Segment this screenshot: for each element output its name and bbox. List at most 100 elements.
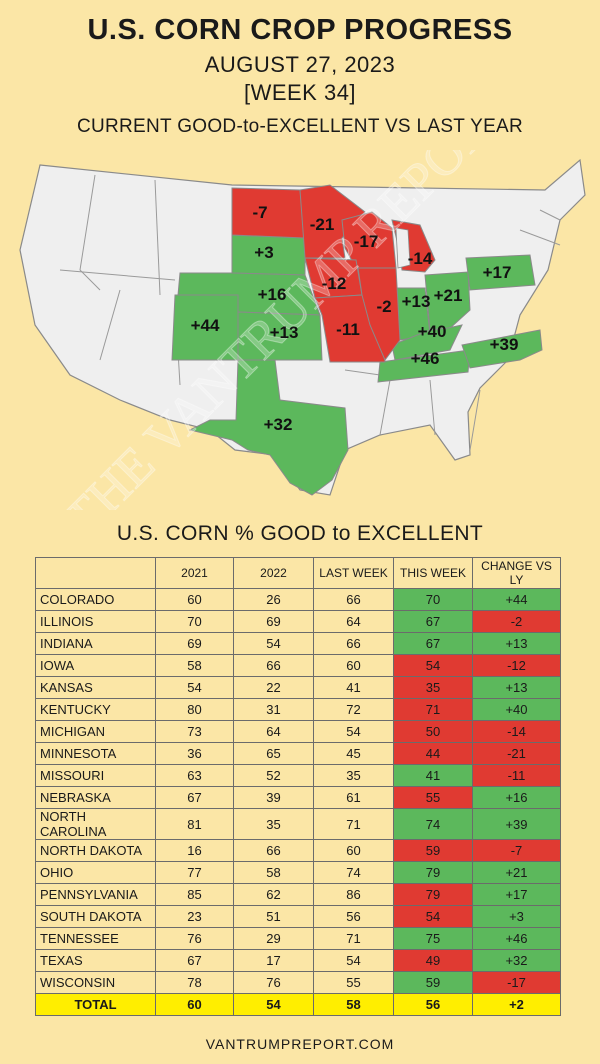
table-row: TENNESSEE 76 29 71 75 +46 [35, 927, 561, 950]
label-north-dakota: -7 [252, 203, 267, 222]
cell-last-week: 45 [313, 742, 394, 765]
label-kentucky: +40 [418, 322, 447, 341]
cell-change: +3 [472, 905, 561, 928]
cell-y2022: 64 [233, 720, 314, 743]
cell-last-week: 86 [313, 883, 394, 906]
label-texas: +32 [264, 415, 293, 434]
cell-change: +39 [472, 808, 561, 840]
label-iowa: -12 [322, 274, 347, 293]
cell-this-week: 59 [393, 971, 473, 994]
state-pennsylvania [465, 254, 536, 291]
table-row: ILLINOIS 70 69 64 67 -2 [35, 610, 561, 633]
table-row: KANSAS 54 22 41 35 +13 [35, 676, 561, 699]
cell-this-week: 55 [393, 786, 473, 809]
cell-last-week: 60 [313, 654, 394, 677]
cell-y2021: 77 [155, 861, 234, 884]
state-illinois [357, 267, 401, 361]
label-south-dakota: +3 [254, 243, 273, 262]
table-row: NORTH DAKOTA 16 66 60 59 -7 [35, 839, 561, 862]
cell-change: +13 [472, 632, 561, 655]
cell-last-week: 74 [313, 861, 394, 884]
label-wisconsin: -17 [354, 232, 379, 251]
label-kansas: +13 [270, 323, 299, 342]
table-row: WISCONSIN 78 76 55 59 -17 [35, 971, 561, 994]
state-tennessee [377, 349, 471, 383]
cell-y2021: 73 [155, 720, 234, 743]
header-2021: 2021 [155, 557, 234, 589]
cell-last-week: 66 [313, 588, 394, 611]
cell-this-week: 75 [393, 927, 473, 950]
label-illinois: -2 [376, 297, 391, 316]
state-texas [188, 359, 349, 496]
header-state [35, 557, 156, 589]
cell-y2022: 22 [233, 676, 314, 699]
cell-this-week: 79 [393, 883, 473, 906]
label-colorado: +44 [191, 316, 220, 335]
map-subtitle: CURRENT GOOD-to-EXCELLENT VS LAST YEAR [76, 116, 524, 137]
cell-change: +40 [472, 698, 561, 721]
label-tennessee: +46 [411, 349, 440, 368]
cell-this-week: 70 [393, 588, 473, 611]
cell-change: +21 [472, 861, 561, 884]
lake-michigan [395, 227, 411, 269]
cell-state: INDIANA [35, 632, 156, 655]
cell-y2022: 31 [233, 698, 314, 721]
report-date: AUGUST 27, 2023 [204, 52, 396, 77]
cell-y2021: 85 [155, 883, 234, 906]
state-north-carolina [461, 329, 543, 369]
cell-y2021: 70 [155, 610, 234, 633]
label-missouri: -11 [336, 320, 360, 339]
cell-state: TENNESSEE [35, 927, 156, 950]
report-week: [WEEK 34] [243, 80, 357, 105]
cell-state: NORTH CAROLINA [35, 808, 156, 840]
cell-this-week: 41 [393, 764, 473, 787]
cell-state: TEXAS [35, 949, 156, 972]
cell-last-week: 60 [313, 839, 394, 862]
cell-y2022: 66 [233, 839, 314, 862]
cell-y2021: 69 [155, 632, 234, 655]
table-row: MICHIGAN 73 64 54 50 -14 [35, 720, 561, 743]
cell-change: +17 [472, 883, 561, 906]
table-row: PENNSYLVANIA 85 62 86 79 +17 [35, 883, 561, 906]
cell-this-week: 74 [393, 808, 473, 840]
cell-y2021: 36 [155, 742, 234, 765]
cell-last-week: 64 [313, 610, 394, 633]
us-corn-map: THE VANTRUMP REPORT -7 -21 -17 -14 +3 -1… [19, 150, 586, 510]
cell-y2022: 65 [233, 742, 314, 765]
cell-change: +46 [472, 927, 561, 950]
cell-this-week: 67 [393, 610, 473, 633]
cell-y2022: 17 [233, 949, 314, 972]
cell-y2022: 29 [233, 927, 314, 950]
state-borders [59, 174, 561, 451]
total-y2022: 54 [233, 993, 314, 1016]
table-row: TEXAS 67 17 54 49 +32 [35, 949, 561, 972]
cell-y2021: 16 [155, 839, 234, 862]
cell-y2022: 69 [233, 610, 314, 633]
footer-url: VANTRUMPREPORT.COM [205, 1036, 395, 1052]
cell-y2021: 78 [155, 971, 234, 994]
cell-y2021: 67 [155, 949, 234, 972]
cell-y2022: 54 [233, 632, 314, 655]
cell-change: +32 [472, 949, 561, 972]
state-north-dakota [231, 187, 306, 239]
cell-last-week: 54 [313, 720, 394, 743]
table-row: NEBRASKA 67 39 61 55 +16 [35, 786, 561, 809]
cell-y2022: 35 [233, 808, 314, 840]
cell-last-week: 71 [313, 808, 394, 840]
label-ohio: +21 [434, 286, 463, 305]
page-title: U.S. CORN CROP PROGRESS [87, 14, 513, 46]
cell-change: -21 [472, 742, 561, 765]
state-ohio [424, 271, 471, 331]
cell-last-week: 56 [313, 905, 394, 928]
total-this-week: 56 [393, 993, 473, 1016]
cell-change: -2 [472, 610, 561, 633]
cell-y2022: 26 [233, 588, 314, 611]
cell-last-week: 35 [313, 764, 394, 787]
corn-condition-table: 2021 2022 LAST WEEK THIS WEEK CHANGE VS … [35, 557, 561, 1016]
label-nebraska: +16 [258, 285, 287, 304]
total-y2021: 60 [155, 993, 234, 1016]
cell-last-week: 71 [313, 927, 394, 950]
state-change-labels: -7 -21 -17 -14 +3 -12 +16 +44 +13 -11 -2… [191, 203, 519, 434]
cell-y2022: 62 [233, 883, 314, 906]
cell-y2022: 51 [233, 905, 314, 928]
